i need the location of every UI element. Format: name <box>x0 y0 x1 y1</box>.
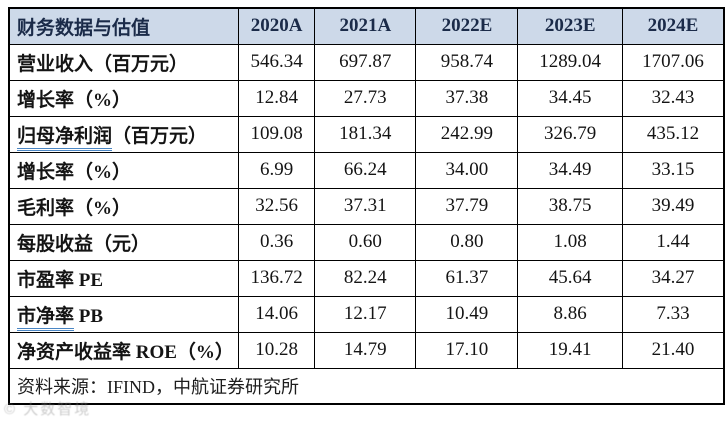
cell-value: 21.40 <box>621 331 725 369</box>
cell-value: 38.75 <box>517 187 623 225</box>
cell-value: 8.86 <box>517 295 623 333</box>
row-label: 营业收入（百万元） <box>8 43 239 81</box>
cell-value: 326.79 <box>517 115 623 153</box>
table-header-row: 财务数据与估值 2020A 2021A 2022E 2023E 2024E <box>8 7 725 45</box>
cell-value: 136.72 <box>237 259 316 297</box>
row-label-suffix: PB <box>74 305 104 327</box>
cell-value: 181.34 <box>314 115 417 153</box>
cell-value: 34.49 <box>517 151 623 189</box>
table-row-profit-growth: 增长率（%） 6.99 66.24 34.00 34.49 33.15 <box>8 151 725 189</box>
cell-value: 546.34 <box>237 43 316 81</box>
cell-value: 37.38 <box>415 79 519 117</box>
row-label: 增长率（%） <box>8 79 239 117</box>
cell-value: 39.49 <box>621 187 725 225</box>
col-header-2023e: 2023E <box>517 7 623 45</box>
cell-value: 61.37 <box>415 259 519 297</box>
cell-value: 32.56 <box>237 187 316 225</box>
table-row-gross-margin: 毛利率（%） 32.56 37.31 37.79 38.75 39.49 <box>8 187 725 225</box>
cell-value: 109.08 <box>237 115 316 153</box>
cell-value: 1.08 <box>517 223 623 261</box>
underlined-term: 归母净利润 <box>17 125 113 151</box>
cell-value: 34.27 <box>621 259 725 297</box>
cell-value: 10.49 <box>415 295 519 333</box>
table-title-cell: 财务数据与估值 <box>8 7 239 45</box>
cell-value: 14.06 <box>237 295 316 333</box>
row-label: 毛利率（%） <box>8 187 239 225</box>
cell-value: 14.79 <box>314 331 417 369</box>
table-source-row: 资料来源：IFIND，中航证券研究所 <box>8 367 725 405</box>
cell-value: 1707.06 <box>621 43 725 81</box>
table-row-pe: 市盈率 PE 136.72 82.24 61.37 45.64 34.27 <box>8 259 725 297</box>
table-row-eps: 每股收益（元） 0.36 0.60 0.80 1.08 1.44 <box>8 223 725 261</box>
col-header-2022e: 2022E <box>415 7 519 45</box>
cell-value: 0.60 <box>314 223 417 261</box>
cell-value: 0.80 <box>415 223 519 261</box>
cell-value: 1289.04 <box>517 43 623 81</box>
table-row-pb: 市净率 PB 14.06 12.17 10.49 8.86 7.33 <box>8 295 725 333</box>
row-label: 市净率 PB <box>8 295 239 333</box>
cell-value: 12.84 <box>237 79 316 117</box>
cell-value: 19.41 <box>517 331 623 369</box>
cell-value: 242.99 <box>415 115 519 153</box>
cell-value: 435.12 <box>621 115 725 153</box>
cell-value: 697.87 <box>314 43 417 81</box>
cell-value: 33.15 <box>621 151 725 189</box>
table-row-revenue-growth: 增长率（%） 12.84 27.73 37.38 34.45 32.43 <box>8 79 725 117</box>
cell-value: 34.00 <box>415 151 519 189</box>
cell-value: 12.17 <box>314 295 417 333</box>
row-label: 市盈率 PE <box>8 259 239 297</box>
underlined-term: 市净率 <box>17 305 75 331</box>
cell-value: 45.64 <box>517 259 623 297</box>
row-label: 每股收益（元） <box>8 223 239 261</box>
cell-value: 958.74 <box>415 43 519 81</box>
financial-estimates-table: 财务数据与估值 2020A 2021A 2022E 2023E 2024E 营业… <box>8 7 725 405</box>
cell-value: 37.79 <box>415 187 519 225</box>
cell-value: 66.24 <box>314 151 417 189</box>
col-header-2021a: 2021A <box>314 7 417 45</box>
col-header-2024e: 2024E <box>621 7 725 45</box>
row-label: 增长率（%） <box>8 151 239 189</box>
col-header-2020a: 2020A <box>237 7 316 45</box>
cell-value: 32.43 <box>621 79 725 117</box>
table-row-roe: 净资产收益率 ROE（%） 10.28 14.79 17.10 19.41 21… <box>8 331 725 369</box>
cell-value: 34.45 <box>517 79 623 117</box>
source-note: 资料来源：IFIND，中航证券研究所 <box>8 367 725 405</box>
table-row-revenue: 营业收入（百万元） 546.34 697.87 958.74 1289.04 1… <box>8 43 725 81</box>
cell-value: 37.31 <box>314 187 417 225</box>
cell-value: 10.28 <box>237 331 316 369</box>
table-row-net-profit: 归母净利润（百万元） 109.08 181.34 242.99 326.79 4… <box>8 115 725 153</box>
cell-value: 7.33 <box>621 295 725 333</box>
cell-value: 17.10 <box>415 331 519 369</box>
cell-value: 1.44 <box>621 223 725 261</box>
row-label-suffix: （百万元） <box>112 125 208 147</box>
cell-value: 27.73 <box>314 79 417 117</box>
cell-value: 82.24 <box>314 259 417 297</box>
row-label: 净资产收益率 ROE（%） <box>8 331 239 369</box>
row-label: 归母净利润（百万元） <box>8 115 239 153</box>
cell-value: 0.36 <box>237 223 316 261</box>
cell-value: 6.99 <box>237 151 316 189</box>
